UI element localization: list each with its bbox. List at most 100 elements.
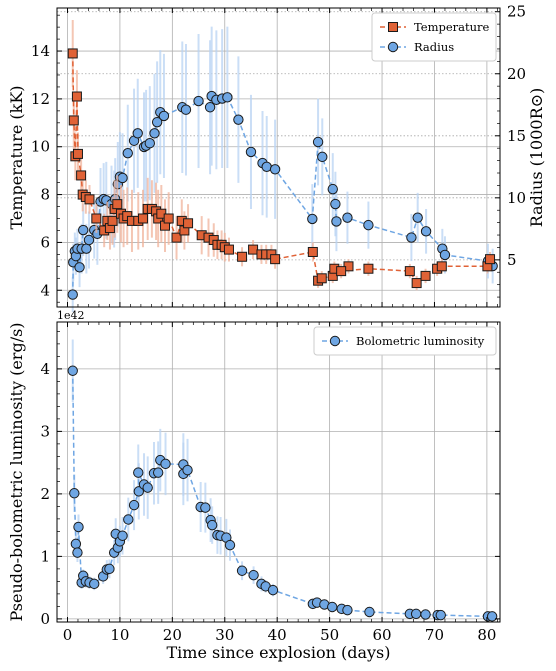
temperature-point-41 bbox=[248, 244, 259, 255]
luminosity-point-57 bbox=[486, 611, 498, 622]
bottom-ticks bbox=[56, 322, 500, 622]
luminosity-point-9 bbox=[89, 578, 100, 590]
temperature-point-40 bbox=[237, 251, 248, 262]
temperature-point-13 bbox=[107, 215, 118, 226]
radius-point-43 bbox=[269, 164, 281, 175]
radius-point-30 bbox=[158, 110, 170, 122]
luminosity-point-27 bbox=[160, 458, 171, 470]
bottom-plot-content bbox=[67, 339, 498, 622]
luminosity-point-32 bbox=[200, 502, 211, 513]
radius-point-52 bbox=[406, 232, 417, 243]
top-ytick-label-4: 12 bbox=[31, 90, 50, 108]
radius-point-47 bbox=[327, 183, 338, 195]
top-legend-box bbox=[371, 12, 497, 62]
radius-point-21 bbox=[122, 147, 133, 159]
top-y2tick-label-4: 25 bbox=[507, 3, 526, 21]
luminosity-point-4 bbox=[73, 521, 84, 533]
luminosity-point-20 bbox=[133, 486, 144, 497]
temperature-point-32 bbox=[183, 218, 194, 229]
top-legend-label-1: Radius bbox=[414, 40, 454, 54]
temperature-point-52 bbox=[336, 266, 347, 277]
top-grid-secondary bbox=[57, 11, 500, 261]
temperature-point-3 bbox=[71, 91, 82, 102]
radius-point-44 bbox=[307, 213, 318, 225]
luminosity-point-30 bbox=[182, 464, 193, 476]
bottom-xtick-label-4: 40 bbox=[268, 626, 287, 644]
radius-point-7 bbox=[78, 224, 89, 236]
radius-point-54 bbox=[420, 226, 432, 237]
top-legend-entries: Temperature Radius bbox=[380, 20, 490, 54]
temperature-point-28 bbox=[163, 213, 174, 224]
radius-point-32 bbox=[180, 104, 192, 115]
temperature-point-1 bbox=[68, 115, 79, 126]
bottom-ytick-label-4: 4 bbox=[40, 360, 50, 378]
top-tick-labels: 4 6 8 10 12 14 5 10 15 20 25 bbox=[31, 3, 526, 300]
temperature-point-53 bbox=[363, 263, 374, 274]
luminosity-point-47 bbox=[327, 601, 338, 613]
radius-point-51 bbox=[363, 219, 374, 231]
temperature-point-58 bbox=[436, 261, 447, 272]
radius-point-39 bbox=[233, 114, 244, 125]
bottom-y-axis-label: Pseudo-bolometric luminosity (erg/s) bbox=[7, 322, 26, 621]
radius-point-50 bbox=[342, 212, 353, 223]
bottom-tick-labels: 0 10 20 30 40 50 60 70 80 0 1 2 3 4 bbox=[40, 360, 496, 644]
bottom-xtick-label-1: 10 bbox=[110, 626, 129, 644]
radius-point-9 bbox=[83, 234, 95, 246]
bottom-grid bbox=[57, 322, 500, 622]
radius-point-40 bbox=[245, 146, 257, 158]
luminosity-point-2 bbox=[70, 538, 82, 550]
bottom-legend-entries: Bolometric luminosity bbox=[322, 334, 485, 348]
temperature-point-46 bbox=[307, 246, 318, 257]
temperature-point-54 bbox=[404, 266, 415, 277]
top-ytick-label-5: 14 bbox=[31, 42, 50, 60]
bottom-legend-marker-0 bbox=[329, 335, 341, 347]
luminosity-point-1 bbox=[69, 488, 80, 499]
luminosity-point-52 bbox=[410, 608, 422, 620]
bottom-ytick-label-3: 3 bbox=[40, 422, 50, 440]
temperature-point-29 bbox=[171, 232, 182, 243]
top-y2tick-label-3: 20 bbox=[507, 65, 526, 83]
radius-point-46 bbox=[317, 151, 328, 163]
luminosity-point-39 bbox=[236, 565, 248, 576]
luminosity-point-49 bbox=[342, 604, 353, 616]
radius-point-33 bbox=[193, 95, 204, 107]
bottom-y-offset-label: 1e42 bbox=[57, 309, 85, 322]
luminosity-point-3 bbox=[72, 547, 83, 558]
luminosity-point-34 bbox=[206, 519, 218, 531]
temperature-point-15 bbox=[112, 199, 123, 210]
luminosity-point-0 bbox=[67, 365, 78, 376]
radius-point-45 bbox=[312, 136, 324, 148]
temperature-point-9 bbox=[91, 213, 102, 224]
luminosity-point-23 bbox=[142, 482, 153, 493]
temperature-point-60 bbox=[485, 254, 496, 265]
bottom-xtick-label-3: 30 bbox=[215, 626, 234, 644]
temperature-point-39 bbox=[223, 244, 234, 255]
top-ytick-label-2: 8 bbox=[40, 186, 50, 204]
radius-point-34 bbox=[204, 102, 216, 113]
temperature-point-0 bbox=[67, 48, 78, 59]
top-y2-axis-label: Radius (1000R⊙) bbox=[527, 88, 546, 228]
top-ticks bbox=[56, 8, 500, 307]
radius-point-23 bbox=[132, 128, 143, 139]
radius-point-48 bbox=[330, 198, 341, 210]
luminosity-point-21 bbox=[133, 467, 144, 478]
temperature-point-8 bbox=[84, 194, 95, 205]
luminosity-point-12 bbox=[104, 563, 115, 575]
top-legend: Temperature Radius bbox=[371, 12, 497, 62]
luminosity-point-53 bbox=[420, 609, 431, 620]
top-plot-content bbox=[67, 19, 498, 312]
bottom-legend-label-0: Bolometric luminosity bbox=[356, 334, 485, 348]
top-y2tick-label-1: 10 bbox=[507, 189, 526, 207]
radius-point-27 bbox=[149, 128, 160, 139]
top-y2tick-label-0: 5 bbox=[507, 251, 517, 269]
bottom-plot-frame bbox=[56, 321, 501, 623]
bottom-x-axis-label: Time since explosion (days) bbox=[166, 643, 390, 662]
luminosity-point-43 bbox=[267, 584, 279, 596]
luminosity-point-18 bbox=[123, 514, 134, 525]
bottom-xtick-label-8: 80 bbox=[477, 626, 496, 644]
temperature-point-4 bbox=[72, 148, 83, 159]
top-ytick-label-0: 4 bbox=[40, 281, 50, 299]
temperature-point-48 bbox=[316, 273, 327, 284]
bottom-ytick-label-2: 2 bbox=[40, 485, 50, 503]
